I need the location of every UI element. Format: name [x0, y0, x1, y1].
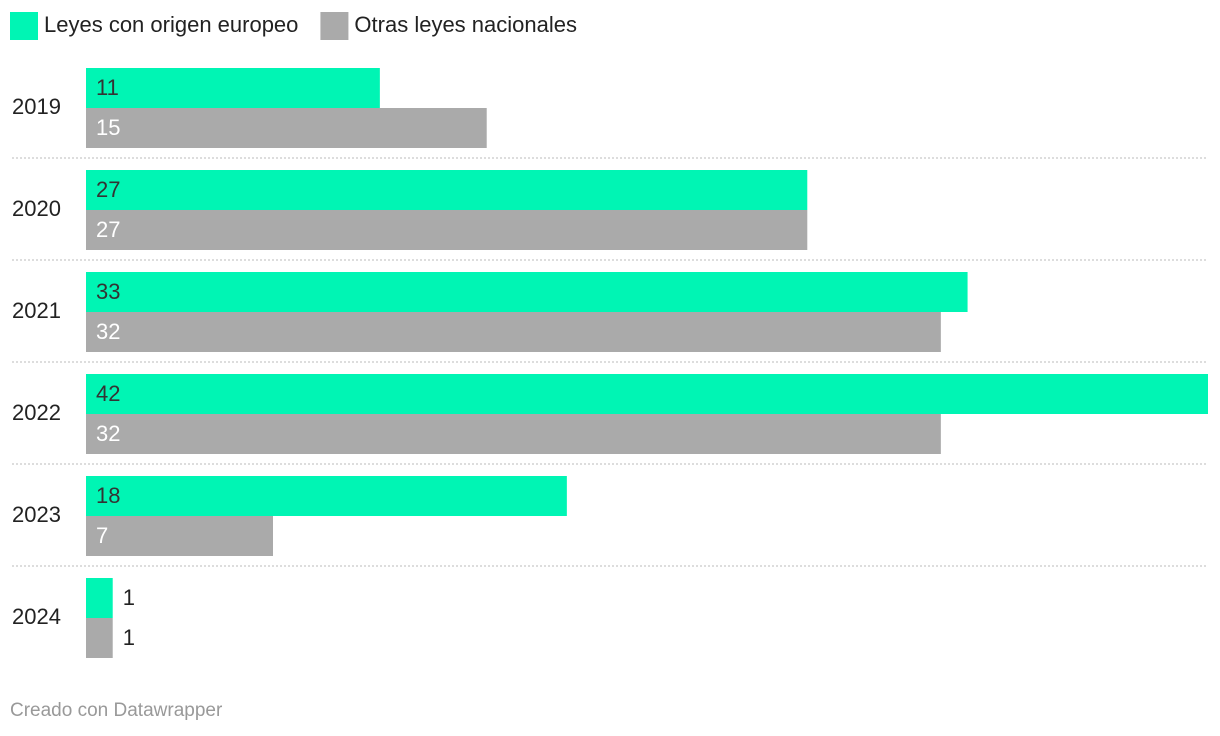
- value-label: 15: [96, 115, 120, 140]
- bar: [86, 414, 941, 454]
- value-label: 1: [123, 585, 135, 610]
- legend-swatch: [10, 12, 38, 40]
- value-label: 32: [96, 421, 120, 446]
- value-label: 18: [96, 483, 120, 508]
- credit: Creado con Datawrapper: [10, 700, 223, 721]
- bar: [86, 170, 808, 210]
- bar: [86, 374, 1208, 414]
- bar: [86, 210, 808, 250]
- bar: [86, 516, 273, 556]
- value-label: 42: [96, 381, 120, 406]
- legend-label: Leyes con origen europeo: [44, 12, 298, 37]
- legend-label: Otras leyes nacionales: [354, 12, 577, 37]
- legend-swatch: [320, 12, 349, 40]
- bar: [86, 476, 567, 516]
- bar: [86, 272, 968, 312]
- bar: [86, 578, 113, 618]
- y-tick-label: 2023: [12, 502, 61, 527]
- bar: [86, 312, 941, 352]
- value-label: 33: [96, 279, 120, 304]
- y-tick-label: 2021: [12, 298, 61, 323]
- y-tick-label: 2019: [12, 94, 61, 119]
- bar: [86, 108, 487, 148]
- y-tick-label: 2020: [12, 196, 61, 221]
- value-label: 32: [96, 319, 120, 344]
- value-label: 1: [123, 625, 135, 650]
- bar: [86, 618, 113, 658]
- value-label: 7: [96, 523, 108, 548]
- y-tick-label: 2022: [12, 400, 61, 425]
- bar: [86, 68, 380, 108]
- value-label: 11: [96, 75, 119, 100]
- value-label: 27: [96, 177, 120, 202]
- y-tick-label: 2024: [12, 604, 61, 629]
- value-label: 27: [96, 217, 120, 242]
